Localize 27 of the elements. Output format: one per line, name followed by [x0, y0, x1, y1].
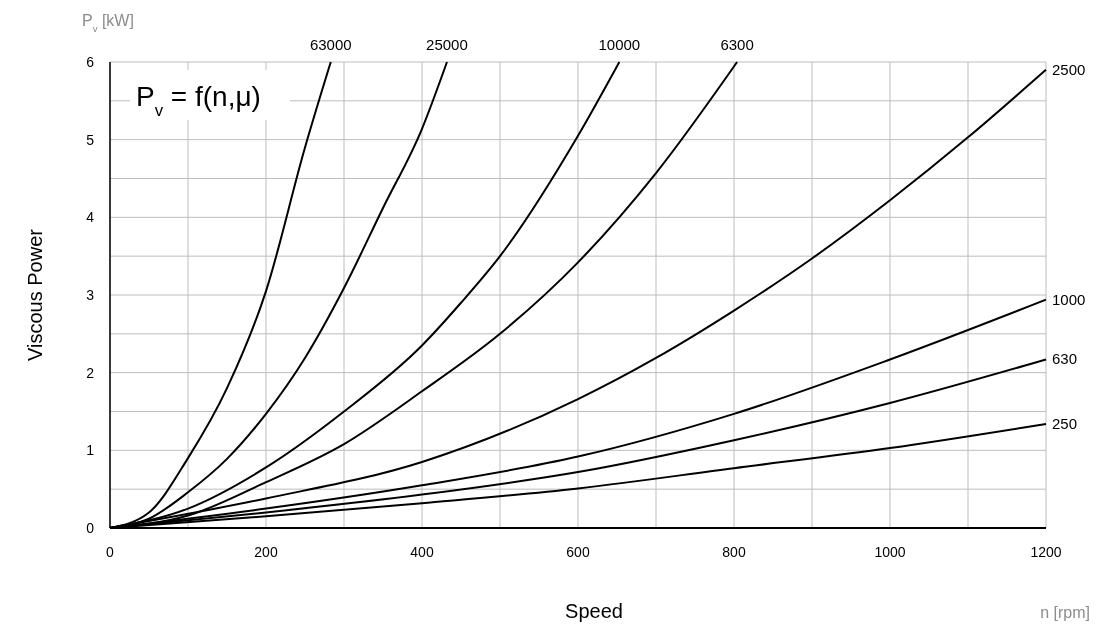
text: n [rpm] [1040, 604, 1090, 621]
x-tick-label: 1200 [1030, 544, 1062, 560]
series-label: 63000 [309, 36, 352, 53]
text: P$_{v}$ [kW] [82, 12, 134, 34]
x-tick-label: 400 [410, 544, 434, 560]
y-axis-title: Viscous Power [24, 228, 46, 361]
x-axis-title: Speed [565, 600, 623, 622]
y-tick-label: 5 [86, 131, 95, 148]
x-tick-label: 600 [566, 544, 590, 560]
series-label: 6300 [720, 36, 754, 53]
series-label: 25000 [426, 36, 468, 53]
series-label: 250 [1052, 414, 1078, 432]
series-label: 1000 [1052, 290, 1086, 308]
x-tick-label: 200 [254, 544, 278, 560]
y-tick-label: 1 [86, 442, 95, 459]
series-label: 2500 [1052, 60, 1086, 78]
y-tick-label: 4 [86, 209, 95, 226]
x-tick-label: 1000 [874, 544, 906, 560]
y-tick-label: 0 [86, 520, 95, 536]
x-tick-label: 0 [106, 544, 115, 560]
series-label: 630 [1052, 350, 1078, 368]
y-tick-label: 6 [86, 54, 95, 70]
y-tick-label: 3 [86, 287, 95, 303]
x-tick-label: 800 [722, 544, 746, 560]
y-tick-label: 2 [86, 364, 95, 381]
annotation: P$_{v}$ = f(n,μ) [136, 81, 261, 120]
series-label: 10000 [598, 36, 641, 53]
